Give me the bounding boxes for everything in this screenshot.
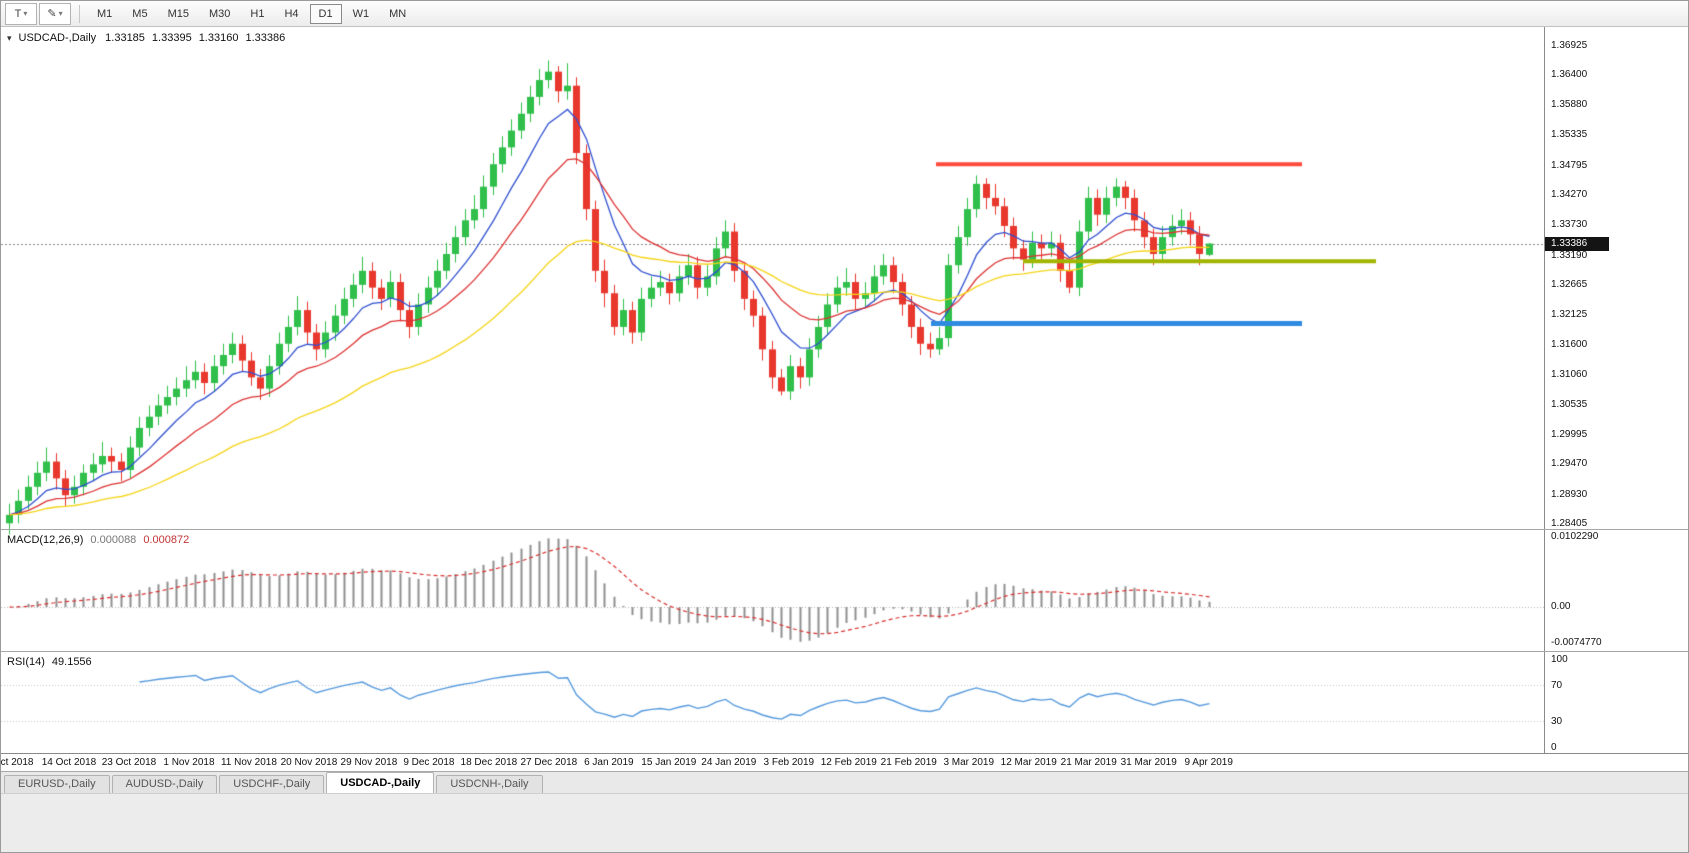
collapse-icon[interactable]: ▾ (7, 32, 12, 43)
templates-tool-button[interactable]: T ▾ (5, 2, 37, 25)
price-tick-label: 1.35880 (1551, 98, 1588, 110)
symbol-tab-audusd[interactable]: AUDUSD-,Daily (111, 775, 218, 793)
price-tick-label: 1.29470 (1551, 458, 1588, 470)
date-axis-label: 6 Jan 2019 (584, 757, 634, 768)
price-tick-label: 1.31600 (1551, 338, 1588, 350)
rsi-scale-label: 0 (1551, 742, 1557, 753)
rsi-scale-label: 70 (1551, 680, 1563, 692)
ohlc-high: 1.33395 (151, 32, 192, 44)
timeframe-button-m5[interactable]: M5 (132, 7, 148, 20)
macd-pane-title: MACD(12,26,9) 0.000088 0.000872 (7, 534, 189, 546)
date-axis-label: 4 Oct 2018 (0, 757, 34, 768)
rsi-pane-title: RSI(14) 49.1556 (7, 656, 92, 668)
date-axis-label: 31 Mar 2019 (1120, 757, 1177, 768)
price-tick-label: 1.29995 (1551, 428, 1588, 440)
symbol-tabs-bar: EURUSD-,Daily AUDUSD-,Daily USDCHF-,Daily U… (1, 771, 1688, 793)
price-tick-label: 1.28930 (1551, 488, 1588, 500)
macd-scale-zero: 0.00 (1551, 601, 1571, 613)
chart-title: ▾ USDCAD-,Daily 1.33185 1.33395 1.33160 … (7, 32, 285, 44)
date-axis-label: 23 Oct 2018 (101, 757, 157, 768)
objects-tool-button[interactable]: ✎ ▾ (39, 2, 71, 25)
ohlc-open: 1.33185 (105, 32, 145, 44)
price-tick-label: 1.32665 (1551, 279, 1588, 290)
price-chart-canvas[interactable] (1, 27, 1544, 753)
chart-region: ▾ USDCAD-,Daily 1.33185 1.33395 1.33160 … (0, 27, 1688, 771)
symbol-tab-usdcnh[interactable]: USDCNH-,Daily (436, 775, 543, 793)
date-axis-label: 3 Mar 2019 (943, 757, 995, 768)
date-axis-label: 14 Oct 2018 (41, 757, 97, 768)
price-tick-label: 1.30535 (1551, 398, 1588, 410)
current-price-badge: 1.33386 (1545, 236, 1609, 251)
price-tick-label: 1.31060 (1551, 369, 1588, 381)
date-axis-label: 12 Mar 2019 (1000, 757, 1057, 768)
pane-separator[interactable] (1, 529, 1688, 530)
date-axis-label: 21 Mar 2019 (1060, 757, 1117, 768)
date-axis-label: 12 Feb 2019 (820, 757, 877, 768)
ohlc-low: 1.33160 (198, 32, 239, 44)
toolbar-separator (79, 4, 80, 23)
dropdown-arrow-icon: ▾ (23, 9, 28, 18)
timeframe-button-w1[interactable]: W1 (352, 7, 370, 20)
dropdown-arrow-icon: ▾ (58, 9, 63, 18)
symbol-tab-usdcad[interactable]: USDCAD-,Daily (326, 772, 435, 793)
price-tick-label: 1.34795 (1551, 159, 1588, 171)
date-axis-label: 1 Nov 2018 (163, 757, 215, 768)
price-tick-label: 1.28405 (1551, 518, 1588, 529)
window-background (1, 793, 1688, 852)
date-axis-label: 24 Jan 2019 (701, 757, 757, 768)
date-axis-label: 20 Nov 2018 (280, 757, 338, 768)
macd-scale-bottom: -0.0074770 (1551, 637, 1602, 648)
ohlc-close: 1.33386 (245, 32, 286, 44)
date-axis-label: 29 Nov 2018 (340, 757, 398, 768)
timeframe-button-h1[interactable]: H1 (250, 7, 265, 20)
price-tick-label: 1.33730 (1551, 219, 1588, 231)
timeframe-button-mn[interactable]: MN (389, 7, 407, 20)
date-axis-label: 15 Jan 2019 (641, 757, 697, 768)
chart-symbol-label: USDCAD-,Daily (18, 32, 97, 44)
price-tick-label: 1.36400 (1551, 69, 1588, 81)
pane-separator[interactable] (1, 651, 1688, 652)
date-axis-label: 21 Feb 2019 (880, 757, 937, 768)
symbol-tab-eurusd[interactable]: EURUSD-,Daily (4, 775, 110, 793)
timeframe-button-m30[interactable]: M30 (208, 7, 231, 20)
timeframe-button-d1[interactable]: D1 (309, 3, 342, 24)
rsi-scale-label: 100 (1551, 654, 1568, 665)
timeframe-button-m15[interactable]: M15 (167, 7, 189, 20)
timeframe-group: M1 M5 M15 M30 H1 H4 D1 W1 MN (88, 3, 415, 24)
price-scale[interactable]: 1.33386 1.36925 1.36400 1.35880 1.35335 1.34… (1544, 27, 1688, 753)
date-axis-label: 27 Dec 2018 (520, 757, 578, 768)
timeframe-button-h4[interactable]: H4 (284, 7, 299, 20)
price-tick-label: 1.32125 (1551, 309, 1588, 321)
date-axis-label: 9 Dec 2018 (403, 757, 455, 768)
templates-tool-icon: T (14, 7, 22, 20)
symbol-tab-usdchf[interactable]: USDCHF-,Daily (219, 775, 325, 793)
price-tick-label: 1.34270 (1551, 188, 1588, 200)
date-axis-label: 11 Nov 2018 (220, 757, 277, 768)
macd-value-signal: 0.000872 (143, 534, 190, 546)
pencil-icon: ✎ (47, 8, 57, 20)
price-tick-label: 1.36925 (1551, 40, 1588, 51)
rsi-label: RSI(14) (7, 656, 45, 668)
rsi-value: 49.1556 (51, 656, 92, 668)
price-tick-label: 1.33190 (1551, 249, 1588, 261)
rsi-scale-label: 30 (1551, 715, 1563, 727)
macd-value-main: 0.000088 (90, 534, 137, 546)
toolbar: T ▾ ✎ ▾ M1 M5 M15 M30 H1 H4 D1 W1 MN (1, 1, 1688, 27)
macd-scale-top: 0.0102290 (1551, 531, 1599, 542)
time-axis[interactable]: 4 Oct 2018 14 Oct 2018 23 Oct 2018 1 Nov 20… (0, 753, 1688, 771)
date-axis-label: 3 Feb 2019 (763, 757, 815, 768)
date-axis-label: 18 Dec 2018 (460, 757, 518, 768)
timeframe-button-m1[interactable]: M1 (97, 7, 113, 20)
price-tick-label: 1.35335 (1551, 129, 1588, 141)
date-axis-label: 9 Apr 2019 (1184, 757, 1233, 768)
macd-label: MACD(12,26,9) (7, 534, 84, 546)
